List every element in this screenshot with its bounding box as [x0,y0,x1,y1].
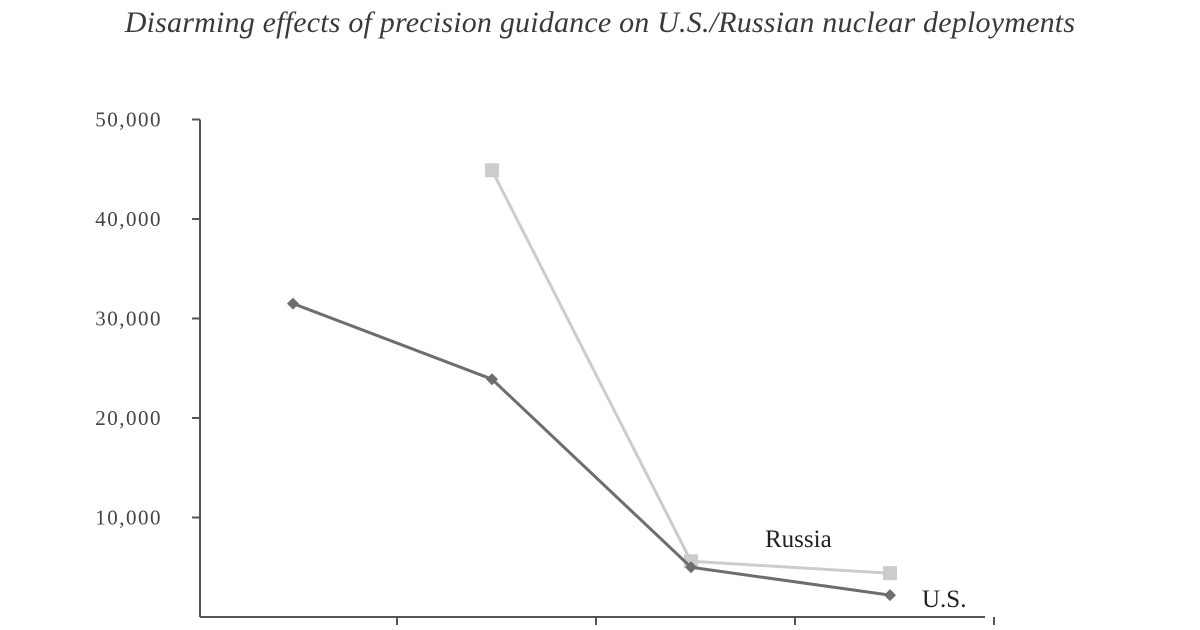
chart-title: Disarming effects of precision guidance … [124,6,1076,39]
axes: 10,000 20,000 30,000 40,000 50,000 [95,108,995,625]
series-label-russia: Russia [765,526,832,553]
y-tick-label: 30,000 [95,307,162,331]
series-line-russia [490,169,891,575]
y-tick-label: 10,000 [95,506,162,530]
data-point-us [486,373,498,386]
data-point-russia [485,163,499,178]
series-layer [287,163,897,602]
data-point-us [287,297,299,310]
data-point-us [884,589,896,602]
y-tick-label: 20,000 [95,406,162,430]
series-label-us: U.S. [922,586,966,613]
y-tick-label: 50,000 [95,108,162,132]
y-tick-label: 40,000 [95,207,162,231]
data-point-russia [883,566,897,581]
series-line-us [292,302,891,597]
labels-layer: U.S. Russia [765,526,966,613]
data-point-us [685,561,697,574]
